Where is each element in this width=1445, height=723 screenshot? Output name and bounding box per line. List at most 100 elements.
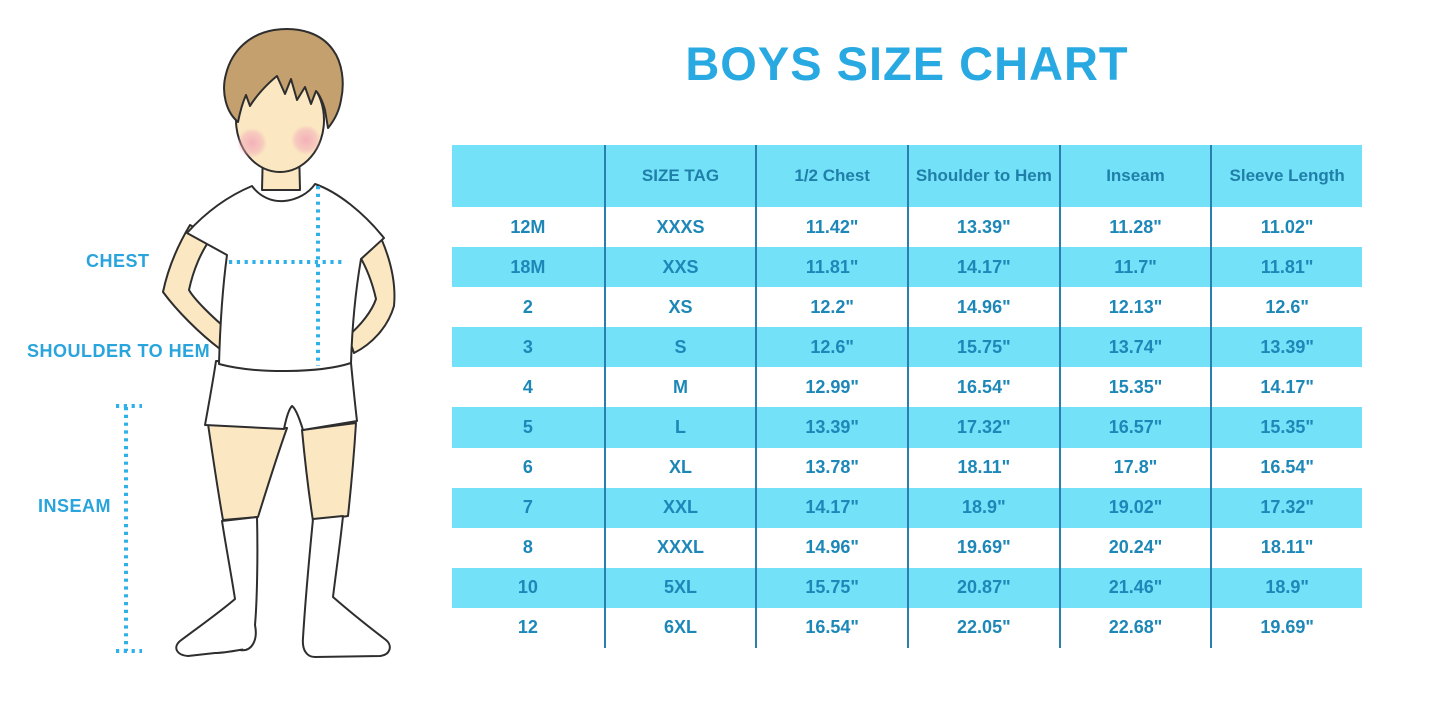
cell-size: 12	[517, 617, 538, 638]
cell-size-tag: 5XL	[603, 567, 756, 608]
size-chart-table: SIZE TAG 1/2 Chest Shoulder to Hem Insea…	[452, 145, 1362, 649]
cell-inseam: 11.7"	[1058, 247, 1211, 288]
right-cheek	[291, 125, 321, 155]
table-row: 12 6XL 16.54" 22.05" 22.68" 19.69"	[452, 607, 1362, 649]
cell-sleeve-length: 11.81"	[1210, 247, 1362, 288]
chest-label: CHEST	[86, 251, 150, 271]
header-cell-shoulder-to-hem: Shoulder to Hem	[907, 145, 1059, 207]
cell-half-chest: 11.42"	[755, 207, 907, 248]
cell-size-tag: 6XL	[603, 607, 756, 649]
table-row: 7 XXL 14.17" 18.9" 19.02" 17.32"	[452, 487, 1362, 528]
table-header-row: SIZE TAG 1/2 Chest Shoulder to Hem Insea…	[452, 145, 1362, 207]
cell-shoulder-to-hem: 20.87"	[907, 567, 1059, 608]
page-title: BOYS SIZE CHART	[685, 37, 1129, 90]
cell-size: 4	[522, 376, 533, 397]
right-arm	[347, 237, 396, 354]
cell-size-tag: XS	[603, 287, 756, 328]
header-cell-blank	[452, 145, 604, 207]
left-thigh	[207, 423, 288, 521]
inseam-label: INSEAM	[38, 496, 112, 516]
table-row: 8 XXXL 14.96" 19.69" 20.24" 18.11"	[452, 527, 1362, 568]
cell-shoulder-to-hem: 18.9"	[907, 487, 1059, 528]
boy-measurement-illustration	[116, 28, 396, 658]
cell-shoulder-to-hem: 13.39"	[907, 207, 1059, 248]
t-shirt	[186, 183, 385, 372]
cell-shoulder-to-hem: 19.69"	[907, 527, 1059, 568]
cell-sleeve-length: 19.69"	[1210, 607, 1362, 649]
cell-inseam: 17.8"	[1058, 447, 1211, 488]
table-row: 6 XL 13.78" 18.11" 17.8" 16.54"	[452, 447, 1362, 488]
cell-sleeve-length: 18.9"	[1210, 567, 1362, 608]
cell-half-chest: 14.96"	[755, 527, 907, 568]
cell-size: 2	[522, 296, 533, 317]
cell-shoulder-to-hem: 16.54"	[907, 367, 1059, 408]
cell-half-chest: 13.78"	[755, 447, 907, 488]
cell-inseam: 20.24"	[1058, 527, 1211, 568]
cell-size-tag: XXXS	[603, 207, 756, 248]
cell-half-chest: 16.54"	[755, 607, 907, 649]
table-row: 4 M 12.99" 16.54" 15.35" 14.17"	[452, 367, 1362, 408]
cell-sleeve-length: 17.32"	[1210, 487, 1362, 528]
cell-half-chest: 14.17"	[755, 487, 907, 528]
cell-sleeve-length: 18.11"	[1210, 527, 1362, 568]
cell-size-tag: S	[603, 327, 756, 368]
cell-half-chest: 15.75"	[755, 567, 907, 608]
table-row: 3 S 12.6" 15.75" 13.74" 13.39"	[452, 327, 1362, 368]
left-cheek	[237, 128, 267, 158]
table-row: 12M XXXS 11.42" 13.39" 11.28" 11.02"	[452, 207, 1362, 248]
cell-inseam: 15.35"	[1058, 367, 1211, 408]
cell-size-tag: M	[603, 367, 756, 408]
cell-half-chest: 12.2"	[755, 287, 907, 328]
cell-size: 7	[522, 497, 533, 518]
cell-size-tag: XXS	[603, 247, 756, 288]
shoulder-to-hem-label: SHOULDER TO HEM	[27, 341, 211, 361]
table-row: 10 5XL 15.75" 20.87" 21.46" 18.9"	[452, 567, 1362, 608]
cell-size-tag: XL	[603, 447, 756, 488]
table-row: 2 XS 12.2" 14.96" 12.13" 12.6"	[452, 287, 1362, 328]
table-row: 5 L 13.39" 17.32" 16.57" 15.35"	[452, 407, 1362, 448]
cell-inseam: 11.28"	[1058, 207, 1211, 248]
shorts	[204, 360, 358, 431]
cell-size: 10	[517, 577, 538, 598]
header-cell-half-chest: 1/2 Chest	[755, 145, 907, 207]
cell-size: 8	[522, 537, 533, 558]
header-cell-inseam: Inseam	[1058, 145, 1211, 207]
cell-shoulder-to-hem: 14.17"	[907, 247, 1059, 288]
cell-size: 6	[522, 457, 533, 478]
cell-half-chest: 11.81"	[755, 247, 907, 288]
cell-size: 5	[522, 417, 533, 438]
cell-shoulder-to-hem: 15.75"	[907, 327, 1059, 368]
cell-sleeve-length: 12.6"	[1210, 287, 1362, 328]
left-sock	[175, 516, 259, 657]
cell-inseam: 12.13"	[1058, 287, 1211, 328]
cell-size: 12M	[510, 216, 546, 237]
cell-inseam: 21.46"	[1058, 567, 1211, 608]
cell-sleeve-length: 13.39"	[1210, 327, 1362, 368]
cell-inseam: 16.57"	[1058, 407, 1211, 448]
cell-size: 3	[522, 336, 533, 357]
cell-sleeve-length: 14.17"	[1210, 367, 1362, 408]
cell-inseam: 19.02"	[1058, 487, 1211, 528]
cell-half-chest: 13.39"	[755, 407, 907, 448]
cell-shoulder-to-hem: 22.05"	[907, 607, 1059, 649]
right-thigh	[301, 422, 357, 522]
right-sock	[301, 515, 391, 658]
cell-sleeve-length: 15.35"	[1210, 407, 1362, 448]
cell-shoulder-to-hem: 14.96"	[907, 287, 1059, 328]
cell-shoulder-to-hem: 18.11"	[907, 447, 1059, 488]
cell-sleeve-length: 16.54"	[1210, 447, 1362, 488]
table-row: 18M XXS 11.81" 14.17" 11.7" 11.81"	[452, 247, 1362, 288]
cell-inseam: 13.74"	[1058, 327, 1211, 368]
cell-inseam: 22.68"	[1058, 607, 1211, 649]
cell-size-tag: XXXL	[603, 527, 756, 568]
header-cell-size-tag: SIZE TAG	[603, 145, 756, 207]
header-cell-sleeve-length: Sleeve Length	[1210, 145, 1362, 207]
cell-size-tag: L	[603, 407, 756, 448]
cell-sleeve-length: 11.02"	[1210, 207, 1362, 248]
cell-size: 18M	[510, 256, 546, 277]
cell-half-chest: 12.6"	[755, 327, 907, 368]
cell-size-tag: XXL	[603, 487, 756, 528]
cell-half-chest: 12.99"	[755, 367, 907, 408]
hair	[223, 28, 344, 129]
